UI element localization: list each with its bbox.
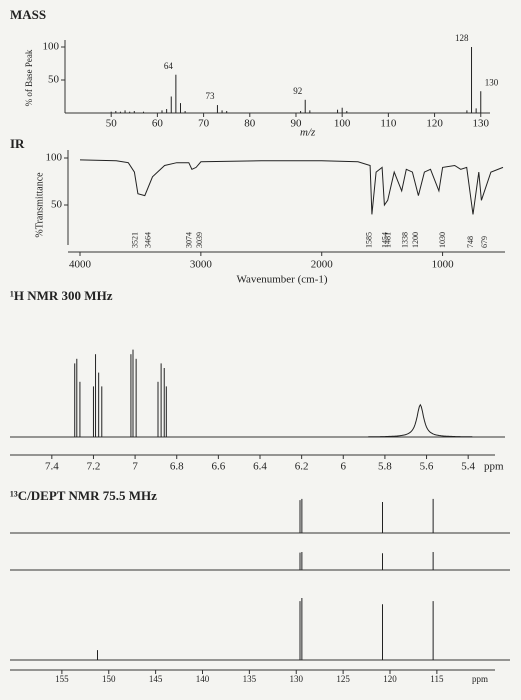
x-tick-label: 60 xyxy=(152,118,164,130)
y-tick-label: 100 xyxy=(43,41,60,53)
ir-peak-label: 1338 xyxy=(401,232,410,248)
x-tick-label: 6.2 xyxy=(295,461,309,473)
x-tick-label: 50 xyxy=(106,118,118,130)
x-tick-label: 100 xyxy=(334,118,351,130)
x-tick-label: 5.6 xyxy=(420,461,434,473)
x-tick-label: 135 xyxy=(243,674,257,684)
cnmr-title: ¹³C/DEPT NMR 75.5 MHz xyxy=(10,488,157,503)
peak-label: 73 xyxy=(205,91,215,101)
peak-label: 128 xyxy=(455,33,469,43)
x-tick-label: 7 xyxy=(132,461,138,473)
ir-title: IR xyxy=(10,136,25,151)
mass-xlabel: m/z xyxy=(300,127,316,139)
ir-xlabel: Wavenumber (cm-1) xyxy=(236,274,327,286)
hnmr-title: ¹H NMR 300 MHz xyxy=(10,288,113,303)
x-tick-label: 6 xyxy=(341,461,347,473)
x-tick-label: 6.8 xyxy=(170,461,184,473)
ir-peak-label: 1030 xyxy=(438,232,447,248)
ir-peak-label: 3464 xyxy=(144,232,153,248)
mass-title: MASS xyxy=(10,7,46,22)
x-tick-label: 110 xyxy=(380,118,397,130)
mass-ylabel: % of Base Peak xyxy=(24,49,34,106)
ir-peak-label: 1585 xyxy=(365,232,374,248)
y-tick-label: 50 xyxy=(51,199,63,211)
x-tick-label: 80 xyxy=(244,118,256,130)
y-tick-label: 100 xyxy=(46,152,63,164)
hnmr-xlabel: ppm xyxy=(484,461,504,473)
x-tick-label: 130 xyxy=(290,674,304,684)
ir-peak-label: 1200 xyxy=(411,232,420,248)
x-tick-label: 1000 xyxy=(432,259,455,271)
ir-peak-label: 1481 xyxy=(383,232,392,248)
x-tick-label: 155 xyxy=(55,674,69,684)
x-tick-label: 130 xyxy=(473,118,490,130)
x-tick-label: 145 xyxy=(149,674,163,684)
y-tick-label: 50 xyxy=(48,74,60,86)
x-tick-label: 120 xyxy=(426,118,443,130)
ir-peak-label: 3521 xyxy=(131,232,140,248)
x-tick-label: 3000 xyxy=(190,259,213,271)
peak-label: 130 xyxy=(485,77,499,87)
x-tick-label: 7.4 xyxy=(45,461,59,473)
peak-label: 92 xyxy=(293,86,302,96)
x-tick-label: 150 xyxy=(102,674,116,684)
x-tick-label: 7.2 xyxy=(87,461,101,473)
ir-peak-label: 748 xyxy=(466,236,475,248)
cnmr-xlabel: ppm xyxy=(472,674,488,684)
x-tick-label: 5.8 xyxy=(378,461,392,473)
x-tick-label: 6.6 xyxy=(211,461,225,473)
x-tick-label: 70 xyxy=(198,118,210,130)
ir-peak-label: 3074 xyxy=(185,232,194,248)
x-tick-label: 6.4 xyxy=(253,461,267,473)
x-tick-label: 120 xyxy=(383,674,397,684)
x-tick-label: 125 xyxy=(336,674,350,684)
broad-peak xyxy=(368,403,473,438)
x-tick-label: 4000 xyxy=(69,259,92,271)
peak-label: 64 xyxy=(164,61,174,71)
ir-peak-label: 679 xyxy=(480,236,489,248)
ir-ylabel: %Transmittance xyxy=(34,172,45,238)
ir-peak-label: 3039 xyxy=(195,232,204,248)
x-tick-label: 2000 xyxy=(311,259,334,271)
ir-peak-label: 1454 xyxy=(381,232,390,248)
x-tick-label: 90 xyxy=(290,118,302,130)
ir-spectrum xyxy=(79,159,504,215)
x-tick-label: 115 xyxy=(430,674,444,684)
x-tick-label: 5.4 xyxy=(461,461,475,473)
x-tick-label: 140 xyxy=(196,674,210,684)
